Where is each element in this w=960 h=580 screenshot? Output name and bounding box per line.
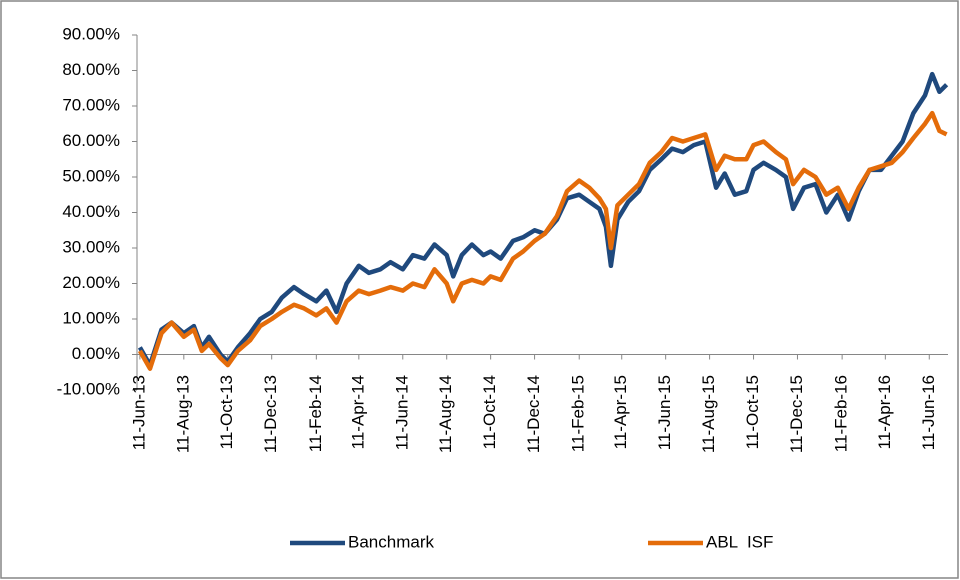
x-tick-label: 11-Oct-14 (480, 375, 499, 449)
x-tick-label: 11-Feb-15 (569, 375, 588, 452)
y-tick-label: 20.00% (62, 273, 120, 292)
x-tick-label: 11-Jun-13 (129, 375, 148, 450)
y-tick-label: 70.00% (62, 95, 120, 114)
x-tick-label: 11-Jun-15 (655, 375, 674, 450)
legend-label: ABL ISF (706, 532, 773, 551)
y-tick-label: -10.00% (57, 379, 120, 398)
x-tick-label: 11-Apr-16 (875, 375, 894, 449)
x-tick-label: 11-Feb-14 (306, 375, 325, 452)
y-tick-label: 80.00% (62, 60, 120, 79)
x-tick-label: 11-Oct-13 (217, 375, 236, 449)
x-tick-label: 11-Dec-13 (261, 375, 280, 453)
x-tick-label: 11-Feb-16 (832, 375, 851, 452)
x-tick-label: 11-Jun-14 (392, 375, 411, 450)
x-tick-label: 11-Apr-14 (348, 375, 367, 449)
y-tick-label: 0.00% (72, 344, 120, 363)
x-tick-label: 11-Oct-15 (743, 375, 762, 449)
x-tick-label: 11-Aug-14 (436, 375, 455, 453)
x-tick-label: 11-Aug-13 (173, 375, 192, 453)
x-tick-label: 11-Jun-16 (919, 375, 938, 450)
y-tick-label: 40.00% (62, 202, 120, 221)
y-tick-label: 90.00% (62, 24, 120, 43)
x-tick-label: 11-Aug-15 (699, 375, 718, 453)
y-tick-label: 60.00% (62, 131, 120, 150)
y-tick-label: 50.00% (62, 166, 120, 185)
y-tick-label: 10.00% (62, 308, 120, 327)
y-tick-label: 30.00% (62, 237, 120, 256)
x-tick-label: 11-Dec-14 (524, 375, 543, 453)
legend-label: Banchmark (348, 532, 434, 551)
x-tick-label: 11-Dec-15 (787, 375, 806, 453)
series-line (137, 110, 948, 371)
x-tick-label: 11-Apr-15 (611, 375, 630, 449)
